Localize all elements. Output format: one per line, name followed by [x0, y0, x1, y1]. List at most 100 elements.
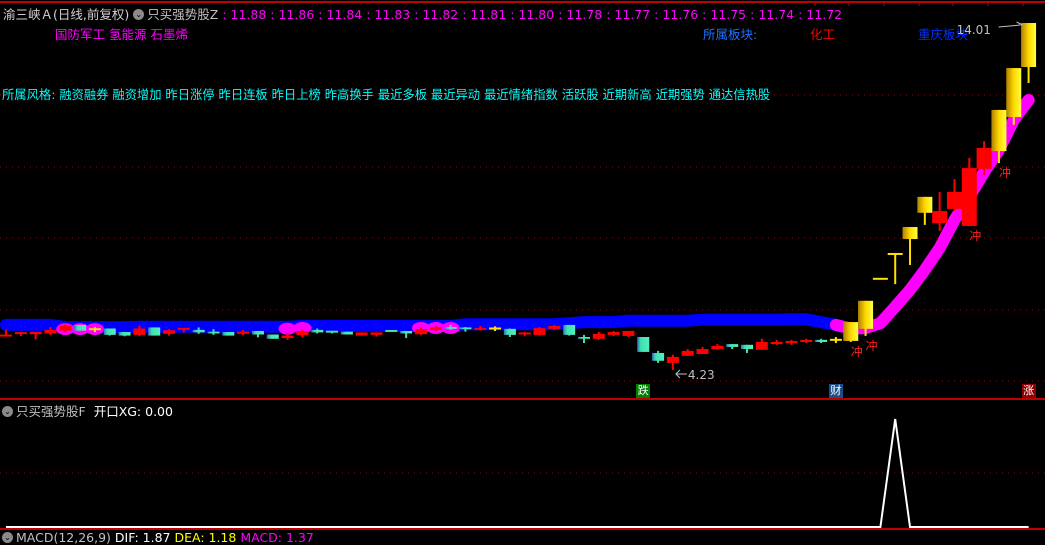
candle-body	[622, 330, 635, 336]
indicator-value: : 11.76	[654, 7, 699, 22]
indicator-value: : 11.75	[702, 7, 747, 22]
candle	[237, 329, 250, 336]
candle	[103, 328, 116, 336]
candle	[133, 325, 146, 336]
candle	[118, 332, 131, 337]
candle	[74, 324, 87, 331]
candle-body	[74, 324, 87, 331]
candle-body	[917, 196, 933, 213]
candle-body	[103, 328, 116, 335]
indicator-values: : 11.88: 11.86: 11.84: 11.83: 11.82: 11.…	[218, 7, 842, 22]
candle	[177, 327, 190, 333]
signal-label: 冲	[999, 165, 1011, 180]
candle-body	[741, 344, 753, 350]
candle	[577, 334, 590, 344]
candle	[946, 179, 962, 212]
candle-body	[370, 332, 383, 335]
lower-indicator	[6, 418, 1029, 528]
candle	[800, 338, 813, 344]
indicator-value: : 11.77	[606, 7, 651, 22]
candle	[666, 354, 679, 370]
candle-body	[726, 344, 739, 347]
candle-body	[222, 332, 235, 336]
candle	[652, 350, 665, 363]
candle-body	[266, 334, 279, 339]
candle-body	[148, 327, 161, 336]
candle	[251, 330, 264, 338]
candle-body	[207, 331, 220, 334]
grid-lines	[0, 1, 1045, 530]
candle	[932, 191, 948, 231]
indicator-value: : 11.86	[270, 7, 315, 22]
candle	[14, 332, 27, 336]
candle	[489, 326, 502, 331]
candle	[44, 327, 57, 335]
candle	[400, 330, 413, 339]
candle-body	[681, 350, 694, 356]
trend-band-highlight	[278, 322, 297, 335]
candle-body	[459, 327, 472, 330]
candle	[681, 349, 694, 356]
candle	[429, 326, 442, 331]
candle-body	[29, 331, 42, 335]
candle-body	[192, 329, 205, 333]
low-price-label: 4.23	[688, 368, 715, 382]
stock-title: 渝三峡Ａ(日线,前复权)	[3, 7, 130, 22]
candle-body	[340, 331, 353, 335]
candle	[385, 329, 398, 332]
candle-body	[311, 329, 324, 333]
candle-body	[237, 331, 250, 334]
candle-body	[503, 328, 516, 335]
chevron-down-circle-icon[interactable]: ⌄	[2, 406, 13, 417]
candle-body	[755, 341, 768, 350]
candle	[59, 324, 72, 333]
candle-body	[474, 328, 487, 330]
candle-body	[429, 327, 442, 330]
high-price-label: 14.01	[957, 23, 991, 37]
candle	[296, 329, 309, 338]
signal-label: 冲	[969, 228, 981, 243]
candle	[592, 332, 605, 340]
chevron-down-circle-icon[interactable]: ⌄	[133, 9, 145, 20]
candle	[1021, 23, 1037, 83]
candle-body	[296, 330, 309, 336]
candle-body	[592, 333, 605, 339]
candle-body	[118, 332, 131, 336]
candle	[281, 332, 294, 340]
indicator-name[interactable]: 只买强势股Z	[147, 7, 219, 22]
candle	[770, 339, 783, 345]
candle	[741, 344, 753, 353]
candle	[0, 329, 12, 337]
region-tag[interactable]: 重庆板块	[918, 27, 969, 42]
candle	[459, 327, 472, 332]
candle	[444, 324, 457, 330]
candles	[0, 23, 1037, 370]
candle-body	[902, 227, 918, 240]
candle	[858, 300, 874, 336]
candle	[829, 337, 842, 344]
indicator-value: : 11.83	[366, 7, 411, 22]
industry-tag[interactable]: 化工	[810, 27, 836, 42]
candle-body	[281, 335, 294, 339]
candle	[843, 322, 859, 342]
candle	[29, 331, 42, 340]
candle-body	[355, 332, 368, 336]
bottom-signal-marker: 财	[828, 384, 843, 398]
candle-body	[711, 345, 724, 350]
trend-band	[0, 94, 1035, 336]
indicator-value: : 11.80	[510, 7, 555, 22]
candle	[991, 109, 1007, 164]
lower-indicator-name[interactable]: 只买强势股F	[16, 404, 86, 419]
candle-body	[932, 211, 948, 224]
candle-body	[548, 326, 561, 329]
candle	[207, 329, 220, 335]
candle	[917, 196, 933, 225]
candle	[815, 338, 828, 344]
sector-label: 所属板块:	[703, 27, 758, 42]
candle-body	[961, 168, 977, 226]
indicator-value: : 11.72	[798, 7, 843, 22]
candle	[414, 327, 427, 336]
candle-body	[163, 330, 176, 334]
signal-label: 冲	[866, 338, 878, 353]
